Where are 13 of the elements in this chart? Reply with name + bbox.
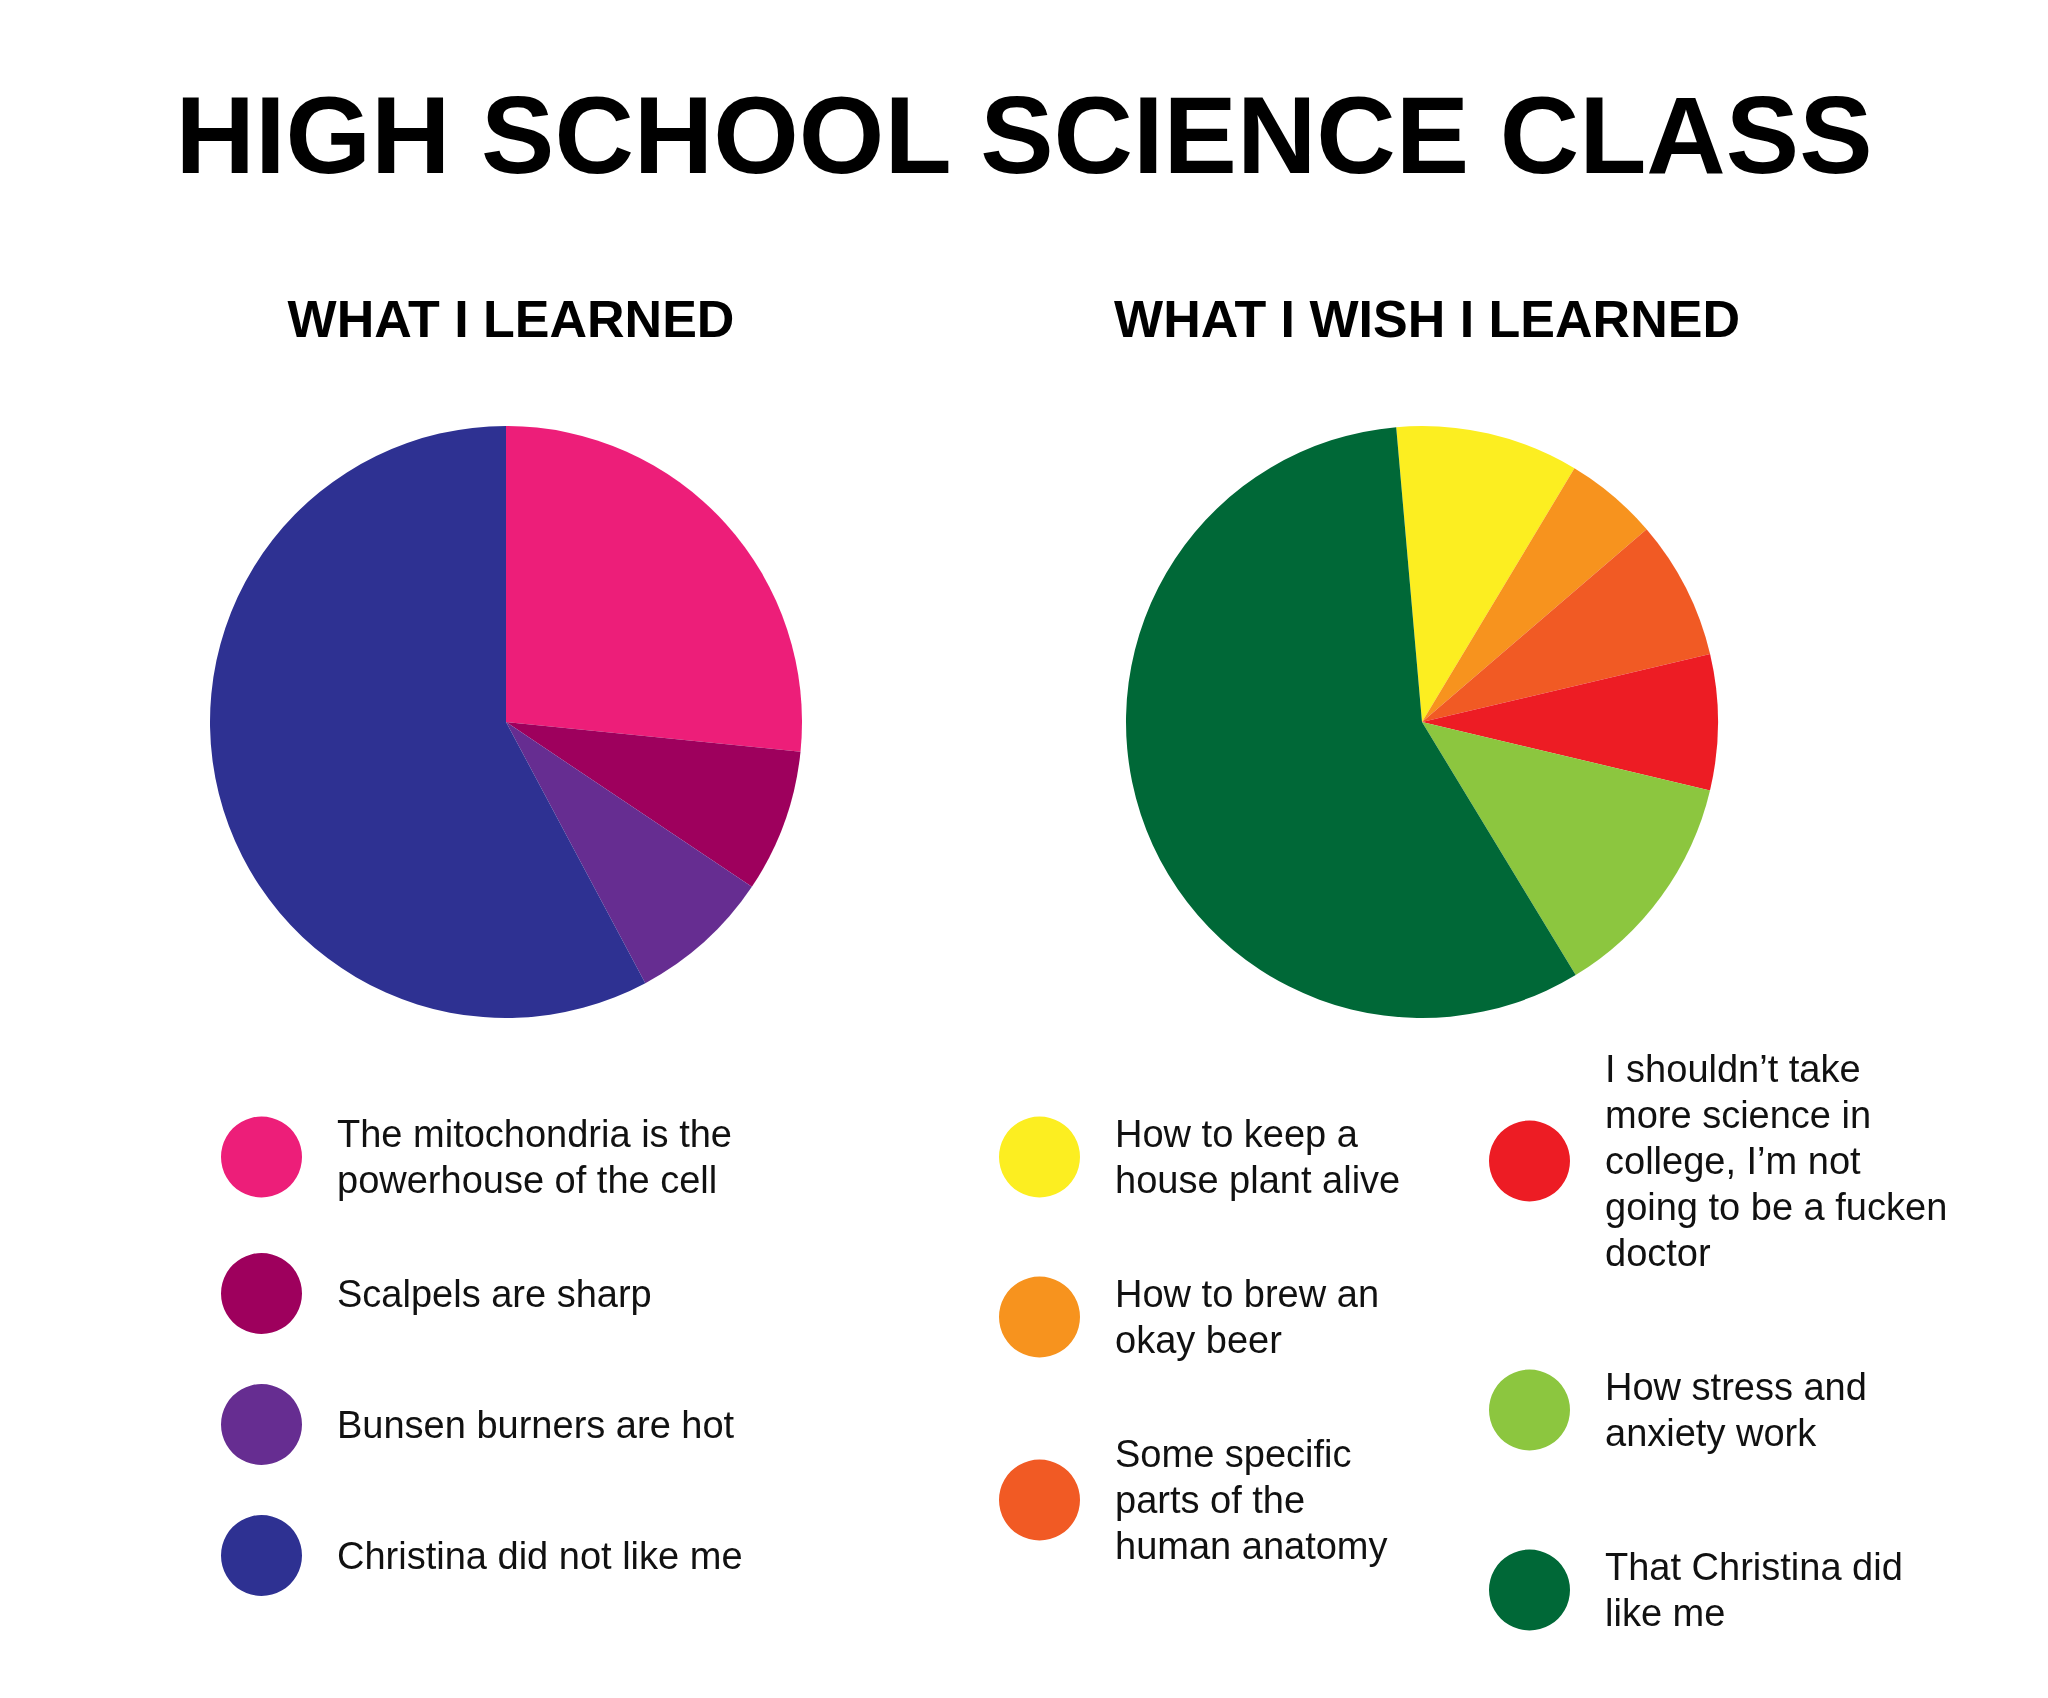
legend-label: Bunsen burners are hot xyxy=(337,1403,735,1446)
chart-subtitle: WHAT I LEARNED xyxy=(287,290,735,348)
legend-label: How to keep a house plant alive xyxy=(1115,1113,1401,1201)
legend-label: How stress and anxiety work xyxy=(1605,1366,1878,1454)
legend-label: Some specific parts of the human anatomy xyxy=(1115,1433,1388,1567)
text: HIGH SCHOOL SCIENCE CLASS xyxy=(175,73,1873,196)
legend-label: I shouldn’t take more science in college, I’m not going to be a fucken doctor xyxy=(1605,1048,1958,1274)
chart-subtitle: WHAT I WISH I LEARNED xyxy=(1114,290,1740,348)
legend-label: How to brew an okay beer xyxy=(1115,1273,1390,1361)
legend-label: Christina did not like me xyxy=(337,1534,743,1577)
legend-label: The mitochondria is the powerhouse of the cell xyxy=(337,1113,743,1201)
legend-label: Scalpels are sharp xyxy=(337,1272,652,1315)
legend-label: That Christina did like me xyxy=(1605,1546,1914,1634)
